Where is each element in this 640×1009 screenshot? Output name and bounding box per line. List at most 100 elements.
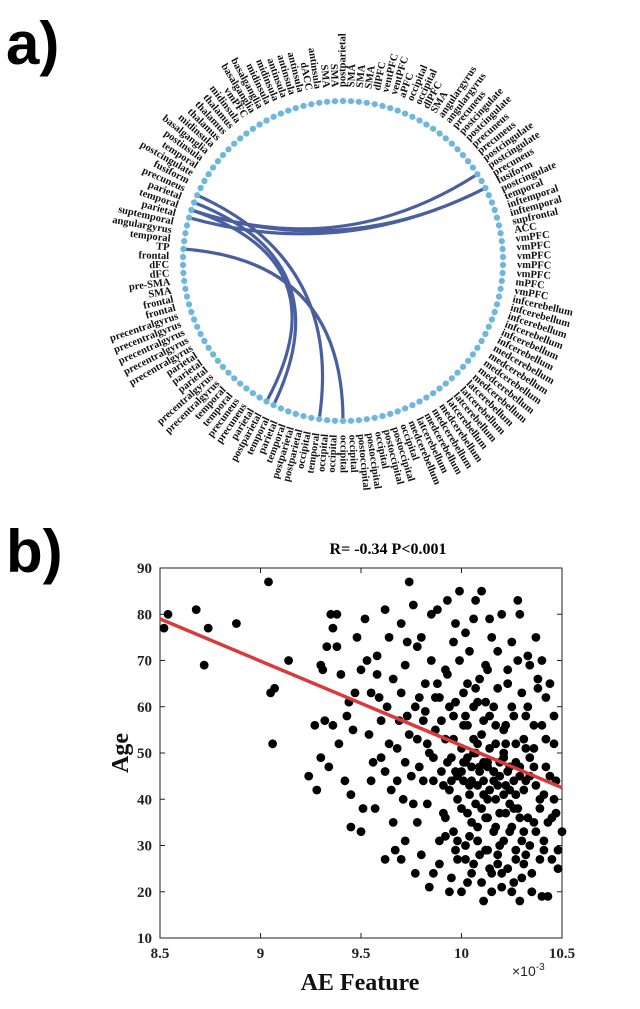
chord-node	[270, 113, 277, 120]
data-point	[529, 744, 539, 753]
data-point	[433, 679, 442, 688]
data-point	[328, 623, 338, 633]
chord-node	[214, 357, 221, 364]
data-point	[499, 790, 509, 799]
data-point	[414, 693, 424, 702]
chord-node	[225, 146, 232, 153]
data-point	[386, 785, 396, 795]
chord-node	[499, 245, 506, 253]
chord-node	[205, 344, 212, 351]
chord-node	[493, 214, 501, 221]
scatter-plot: R= -0.34 P<0.001 10 20 30 40 50 60 70 80 90 8.5 9…	[108, 541, 575, 996]
data-point	[348, 725, 358, 735]
data-point	[465, 646, 474, 656]
data-point	[203, 623, 213, 633]
chord-node	[355, 417, 362, 424]
chord-node	[219, 363, 227, 370]
data-point	[473, 836, 482, 846]
data-point	[422, 799, 432, 809]
chord-node	[482, 184, 489, 192]
data-point	[232, 619, 241, 628]
chord-node	[387, 410, 394, 417]
chord-node	[478, 337, 485, 345]
chord-node	[442, 380, 449, 387]
data-point	[404, 577, 414, 587]
y-tick-label: 40	[137, 792, 152, 808]
data-point	[320, 716, 330, 725]
chord-node	[469, 351, 476, 358]
region-label: SMA	[328, 64, 340, 88]
data-point	[473, 781, 482, 790]
data-point	[316, 753, 326, 762]
data-point	[465, 781, 474, 790]
data-point	[400, 660, 410, 670]
data-point	[513, 596, 523, 605]
chord-node	[256, 121, 263, 128]
data-point	[445, 887, 454, 897]
data-point	[380, 767, 390, 776]
data-point	[322, 642, 332, 651]
data-point	[459, 720, 468, 730]
data-point	[499, 725, 509, 735]
data-point	[461, 628, 470, 638]
chord-node	[188, 206, 195, 214]
data-point	[547, 813, 557, 823]
region-label: vmPFC	[517, 250, 552, 262]
data-point	[553, 864, 563, 873]
data-point	[418, 716, 428, 725]
data-point	[364, 730, 374, 739]
chord-node	[469, 164, 476, 171]
data-point	[513, 656, 523, 665]
data-point	[491, 720, 501, 730]
data-point	[549, 794, 559, 804]
y-tick-label: 80	[137, 607, 152, 623]
chord-node	[197, 330, 204, 338]
data-point	[310, 720, 320, 730]
data-point	[479, 776, 488, 786]
data-point	[416, 633, 426, 642]
data-point	[449, 711, 458, 721]
data-point	[360, 614, 370, 624]
data-point	[485, 864, 494, 873]
data-point	[539, 836, 549, 846]
chord-node	[495, 222, 503, 229]
data-point	[426, 609, 436, 619]
data-point	[521, 850, 531, 860]
chord-node	[339, 417, 347, 425]
chord-node	[363, 99, 370, 106]
data-point	[481, 697, 490, 707]
data-point	[531, 781, 541, 790]
data-point	[268, 739, 277, 749]
chord-node	[179, 261, 187, 269]
chord-node	[454, 146, 461, 153]
data-point	[483, 845, 492, 855]
data-point	[396, 688, 406, 698]
data-point	[424, 882, 434, 892]
data-point	[350, 688, 360, 698]
region-label: SMA	[346, 63, 358, 87]
data-point	[539, 845, 549, 855]
chord-node	[308, 101, 315, 108]
panel-b-label: b)	[6, 518, 63, 585]
data-point	[541, 762, 551, 772]
x-tick-label: 9.5	[352, 946, 371, 962]
chord-node	[409, 402, 416, 409]
data-point	[525, 753, 535, 762]
data-point	[334, 739, 344, 749]
chord-node	[188, 308, 195, 316]
data-point	[356, 827, 366, 836]
data-point	[471, 596, 480, 605]
data-point	[493, 850, 503, 860]
chord-node	[191, 316, 198, 323]
region-label: SMA	[318, 64, 331, 89]
regression-line	[159, 617, 563, 790]
data-point	[372, 670, 382, 679]
chord-node	[201, 337, 208, 345]
chord-nodes	[179, 97, 507, 425]
chord-node	[270, 402, 277, 409]
chord-node	[181, 238, 188, 245]
data-point	[509, 776, 519, 786]
data-point	[469, 614, 478, 624]
data-point	[527, 868, 537, 878]
